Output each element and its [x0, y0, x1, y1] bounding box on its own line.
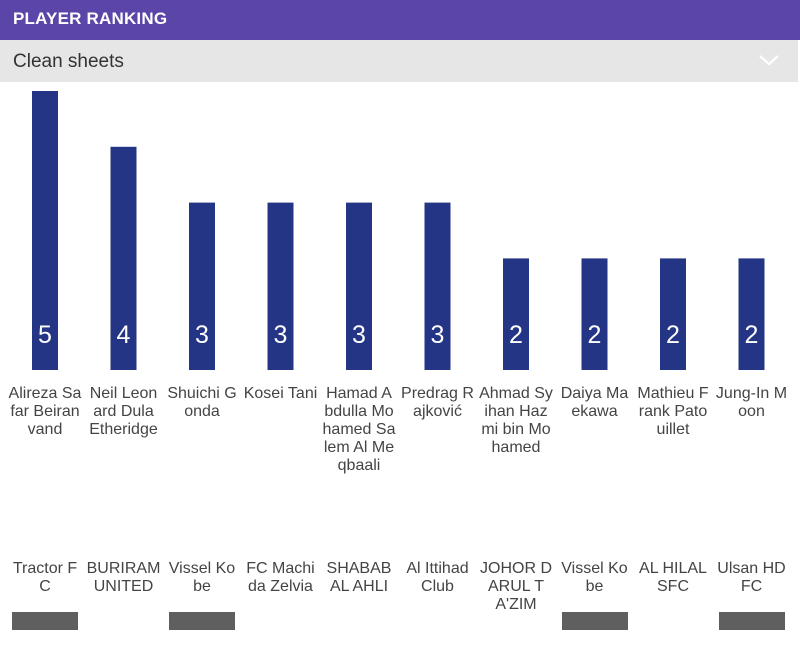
bar-value-label: 3 [352, 321, 366, 349]
bar-value-label: 5 [38, 321, 52, 349]
bar-value-label: 2 [587, 321, 602, 349]
club-name-label: BURIRAM UNITED [86, 560, 161, 595]
player-name-label[interactable]: Mathieu Frank Patouillet [637, 385, 709, 438]
bar-value-label: 3 [195, 321, 209, 349]
bar-value-label: 3 [273, 321, 288, 349]
player-name-label[interactable]: Predrag Rajković [401, 385, 474, 420]
player-name-label[interactable]: Kosei Tani [243, 385, 318, 402]
header-bar: PLAYER RANKING [0, 0, 800, 40]
club-name-label: Ulsan HD FC [717, 560, 786, 595]
player-name-label[interactable]: Daiya Maekawa [560, 385, 629, 420]
club-flag-placeholder [169, 612, 235, 630]
chevron-down-icon [759, 55, 779, 66]
bar-value-label: 4 [116, 321, 131, 349]
club-name-label: JOHOR DARUL TA'ZIM [480, 560, 552, 613]
club-name-label: Vissel Kobe [168, 560, 236, 595]
bar-value-label: 2 [744, 321, 759, 349]
bar-3 [267, 202, 294, 370]
bar-value-label: 2 [666, 321, 680, 349]
page-title: PLAYER RANKING [13, 9, 168, 28]
club-name-label: AL HILAL SFC [639, 560, 707, 595]
player-name-label[interactable]: Jung-In Moon [715, 385, 788, 420]
club-name-label: FC Machida Zelvia [246, 560, 315, 595]
player-name-label[interactable]: Alireza Safar Beiranvand [8, 385, 82, 438]
club-name-label: Tractor FC [12, 560, 78, 595]
bar-1 [110, 146, 137, 370]
bar-7 [581, 258, 608, 370]
club-name-label: Al Ittihad Club [406, 560, 469, 595]
bars-svg [32, 91, 765, 370]
bar-9 [738, 258, 765, 370]
player-name-label[interactable]: Ahmad Syihan Hazmi bin Mohamed [479, 385, 553, 456]
club-flag-placeholder [561, 612, 628, 630]
club-name-label: Vissel Kobe [561, 560, 628, 595]
bar-8 [660, 258, 686, 370]
bar-4 [346, 202, 372, 370]
bar-value-label: 3 [430, 321, 445, 349]
bar-value-label: 2 [509, 321, 523, 349]
clean-sheets-chart: 5 Alireza Safar Beiranvand Tractor FC 4 Neil… [0, 82, 800, 650]
stat-dropdown-label: Clean sheets [13, 51, 124, 72]
stat-dropdown[interactable]: Clean sheets [0, 40, 798, 82]
player-name-label[interactable]: Shuichi Gonda [167, 385, 237, 420]
bar-0 [32, 91, 58, 370]
club-name-label: SHABAB AL AHLI [326, 560, 392, 595]
club-flag-placeholder [718, 612, 785, 630]
bar-5 [424, 202, 451, 370]
player-name-label[interactable]: Hamad Abdulla Mohamed Salem Al Meqbaali [322, 385, 396, 474]
club-flag-placeholder [12, 612, 78, 630]
bar-6 [503, 258, 529, 370]
bar-2 [189, 202, 215, 370]
player-name-label[interactable]: Neil Leonard Dula Etheridge [89, 385, 158, 438]
